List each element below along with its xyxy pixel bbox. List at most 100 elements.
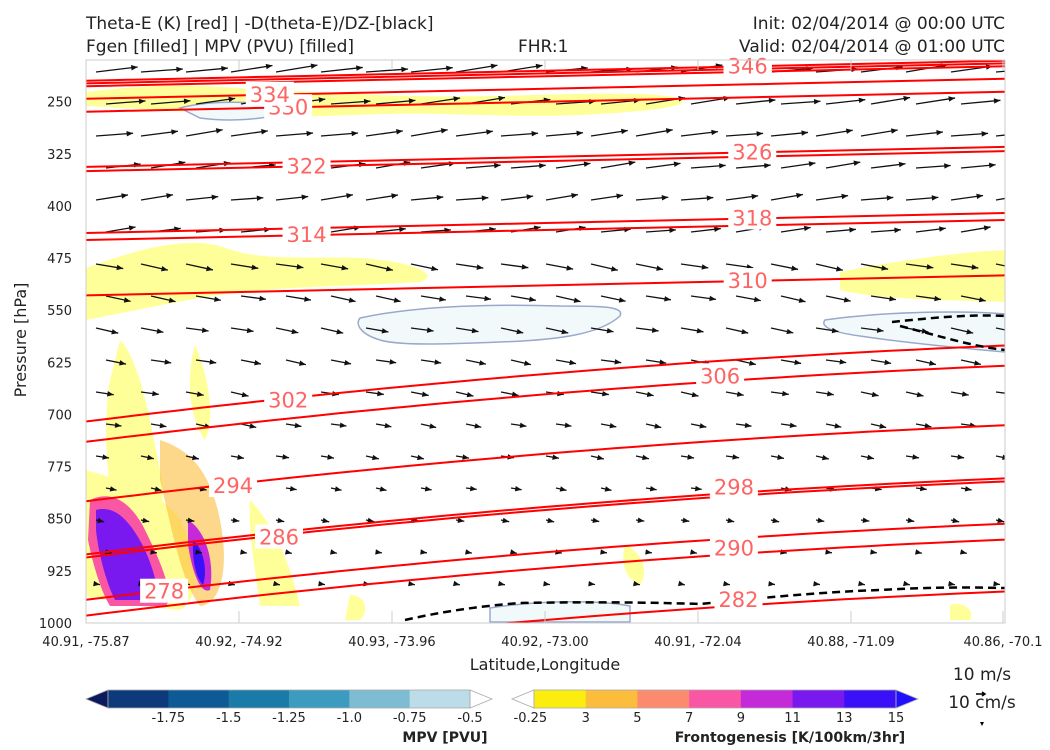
- wind-vector-head: [183, 98, 191, 104]
- wind-vector-head: [993, 98, 1001, 104]
- y-axis-label: Pressure [hPa]: [11, 283, 30, 398]
- wind-vector-head: [916, 391, 924, 398]
- theta-e-label: 286: [259, 526, 299, 550]
- wind-vector-head: [642, 454, 649, 461]
- colorbar-swatch: [534, 690, 587, 708]
- colorbar-mpv-label: MPV [PVU]: [402, 730, 487, 746]
- wind-vector-head: [479, 360, 486, 366]
- colorbar-swatch: [740, 690, 794, 708]
- wind-vector-head: [228, 96, 236, 103]
- wind-vector: [230, 64, 273, 73]
- wind-vector-head: [637, 517, 645, 523]
- wind-vector-head: [794, 359, 802, 366]
- theta-e-line: [86, 219, 1005, 241]
- wind-vector-head: [523, 360, 531, 366]
- wind-vector-head: [934, 295, 941, 302]
- wind-vector-head: [706, 195, 714, 201]
- wind-vector-head: [385, 266, 393, 272]
- wind-vector-head: [119, 360, 126, 366]
- wind-vector-head: [699, 423, 707, 429]
- wind-vector-head: [109, 486, 117, 492]
- wind-vector-head: [796, 192, 803, 199]
- wind-vector-head: [753, 296, 761, 303]
- wind-vector-head: [843, 297, 851, 303]
- colorbar-mpv: -1.75 -1.5 -1.25 -1.0 -0.75 -0.5 -0.25: [84, 689, 547, 726]
- wind-vector-head: [469, 485, 477, 492]
- colorbar-swatch: [689, 690, 742, 708]
- wind-vector-head: [1026, 130, 1033, 135]
- wind-vector-head: [215, 128, 223, 134]
- wind-vector-head: [727, 517, 735, 524]
- wind-vector-head: [559, 486, 567, 492]
- wind-vector-head: [839, 359, 847, 365]
- wind-vector-head: [519, 422, 527, 429]
- wind-vector-head: [744, 422, 752, 428]
- wind-vector-head: [602, 390, 609, 397]
- wind-vector-head: [514, 485, 522, 492]
- wind-vector-head: [756, 131, 764, 137]
- wind-vector-head: [502, 517, 510, 524]
- fgen-patch: [623, 545, 645, 585]
- wind-vector-head: [399, 226, 406, 233]
- wind-vector-head: [732, 454, 740, 460]
- wind-vector: [735, 99, 776, 105]
- wind-vector-head: [691, 391, 699, 398]
- wind-vector-head: [466, 391, 474, 398]
- wind-vector-head: [931, 195, 939, 201]
- wind-vector-head: [336, 329, 344, 335]
- wind-vector-head: [446, 65, 453, 72]
- wind-vector-head: [741, 328, 749, 335]
- wind-vector-head: [656, 265, 664, 271]
- wind-vector-head: [853, 160, 861, 166]
- wind-vector-head: [256, 195, 264, 201]
- wind-vector-head: [511, 391, 519, 397]
- wind-vector-head: [772, 517, 780, 524]
- wind-vector-head: [614, 359, 622, 365]
- wind-vector: [320, 66, 363, 73]
- wind-vector-head: [327, 454, 335, 460]
- wind-vector-head: [154, 486, 162, 492]
- theta-e-line: [86, 364, 1005, 443]
- wind-vector-head: [552, 454, 560, 460]
- wind-vector-head: [690, 549, 697, 555]
- wind-vector-head: [306, 130, 314, 137]
- wind-vector-head: [983, 225, 991, 231]
- wind-vector-head: [284, 549, 292, 555]
- wind-vector-head: [282, 454, 290, 460]
- colorbar-frame: [533, 689, 897, 709]
- wind-vector-head: [1007, 391, 1014, 396]
- contour-label-bg: [254, 524, 303, 549]
- wind-vector-head: [881, 265, 889, 271]
- colorbar-fgen-label: Frontogenesis [K/100km/3hr]: [675, 730, 905, 746]
- wind-vector-head: [768, 97, 776, 104]
- wind-vector-head: [116, 264, 124, 271]
- wind-vector-head: [825, 549, 832, 555]
- wind-vector-head: [571, 192, 578, 199]
- wind-vector-head: [339, 422, 347, 428]
- wind-vector: [365, 68, 408, 73]
- contour-label-bg: [282, 222, 331, 247]
- wind-vector-head: [711, 129, 718, 136]
- wind-vector-head: [494, 162, 501, 169]
- wind-vector-head: [867, 454, 874, 461]
- wind-vector-head: [628, 160, 636, 166]
- wind-vector-head: [539, 163, 546, 169]
- wind-vector-head: [164, 359, 172, 365]
- fgen-patch: [840, 250, 1005, 302]
- fgen-patch: [950, 603, 972, 620]
- wind-vector-head: [889, 295, 896, 302]
- wind-vector-head: [259, 295, 266, 302]
- colorbar-mpv-tick: -1.5: [216, 711, 241, 726]
- wind-vector: [825, 98, 866, 105]
- wind-vector-head: [543, 580, 550, 587]
- theta-e-line: [86, 480, 1005, 559]
- wind-vector-head: [616, 193, 624, 199]
- wind-vector-head: [894, 227, 901, 233]
- y-tick-label: 775: [47, 461, 72, 476]
- wind-vector-head: [377, 390, 384, 397]
- wind-vector-head: [719, 163, 726, 169]
- wind-vector-head: [159, 422, 167, 429]
- contour-label-bg: [728, 205, 777, 230]
- wind-vector-head: [424, 486, 432, 492]
- wind-vector-head: [416, 454, 424, 461]
